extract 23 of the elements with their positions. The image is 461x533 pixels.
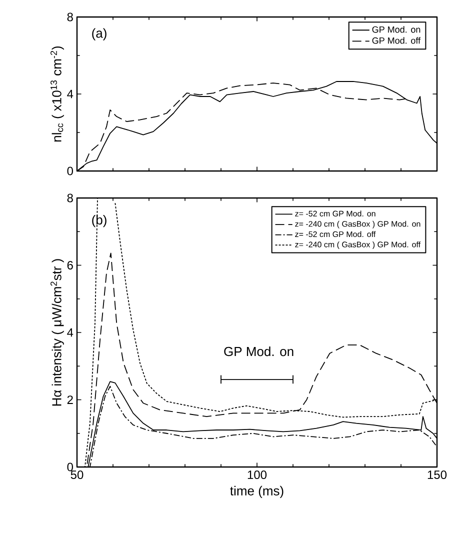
y-tick-label: 0 (67, 462, 74, 472)
annotation: (b) (92, 214, 106, 228)
x-tick-label: 150 (428, 470, 447, 480)
y-axis-title: Hα intensity ( μW/cm$^{2}$str ) (50, 259, 64, 406)
legend-label: z= -52 cm GP Mod. on (295, 210, 376, 216)
legend-label: GP Mod. on (372, 26, 420, 33)
x-tick-label: 100 (248, 470, 267, 480)
y-tick-label: 8 (67, 194, 73, 202)
y-axis-title: nl$_{cc}$ ( x10$^{13}$ cm$^{-2}$) (50, 46, 64, 142)
y-tick-label: 2 (67, 396, 73, 404)
x-axis-title: time (ms) (230, 486, 284, 498)
y-tick-label: 8 (67, 12, 73, 22)
annotation: (a) (92, 28, 106, 40)
y-tick-label: 4 (67, 90, 74, 98)
y-tick-label: 0 (67, 166, 74, 176)
annotation: GP Mod. on (224, 346, 294, 356)
legend-label: z= -240 cm ( GasBox ) GP Mod. on (295, 220, 420, 228)
y-tick-label: 4 (67, 328, 74, 337)
y-tick-label: 6 (67, 261, 73, 270)
legend-label: z= -240 cm ( GasBox ) GP Mod. off (295, 241, 421, 249)
x-tick-label: 50 (70, 470, 84, 480)
legend-label: GP Mod. off (372, 37, 421, 44)
legend-label: z= -52 cm GP Mod. off (295, 231, 376, 238)
